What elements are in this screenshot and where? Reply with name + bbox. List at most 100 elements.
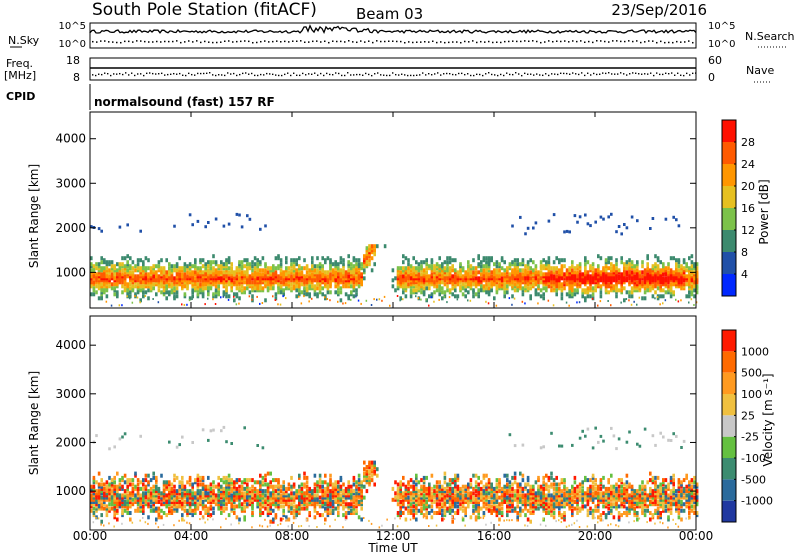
velocity-cell <box>433 484 436 489</box>
velocity-cell <box>147 502 150 507</box>
velocity-cell <box>162 493 166 498</box>
velocity-cell <box>227 478 231 483</box>
velocity-cell <box>396 513 400 518</box>
velocity-cell <box>493 502 496 507</box>
velocity-cell <box>173 497 176 502</box>
velocity-cell <box>407 511 410 515</box>
noise-search-dot <box>644 41 646 43</box>
velocity-cell <box>277 493 280 498</box>
velocity-cell <box>113 480 116 485</box>
noise-search-dot <box>640 41 642 44</box>
velocity-cell <box>152 497 155 502</box>
velocity-cell <box>90 486 93 491</box>
power-cell <box>383 244 387 249</box>
power-cell <box>607 290 610 295</box>
power-cell <box>412 266 415 271</box>
power-cell <box>511 268 514 273</box>
velocity-cell <box>157 489 161 494</box>
velocity-cell <box>451 508 454 513</box>
power-speckle <box>677 300 680 303</box>
noise-search-dot <box>552 40 554 43</box>
velocity-cell <box>181 491 184 496</box>
power-cell <box>623 262 626 267</box>
velocity-cell <box>188 489 192 494</box>
velocity-cell <box>266 471 270 476</box>
velocity-cell <box>454 493 457 498</box>
velocity-cell <box>420 500 423 504</box>
velocity-cell <box>201 493 205 498</box>
power-cell <box>446 288 449 293</box>
velocity-cell <box>415 497 418 502</box>
nave-dot <box>644 73 646 75</box>
velocity-cell <box>422 475 426 480</box>
velocity-cell <box>225 497 228 502</box>
velocity-cell <box>326 504 330 509</box>
nave-dot <box>671 72 673 74</box>
velocity-cell <box>456 500 460 504</box>
velocity-cell <box>300 502 304 507</box>
power-cell <box>534 288 538 293</box>
power-cell <box>324 258 327 263</box>
power-cell <box>222 262 226 267</box>
velocity-cell <box>256 497 259 502</box>
velocity-cell <box>490 486 493 491</box>
colorbar-segment <box>722 208 736 230</box>
velocity-cell <box>316 489 319 494</box>
power-cell <box>500 272 504 277</box>
power-cell <box>425 274 428 279</box>
velocity-cell <box>142 497 145 502</box>
velocity-cell <box>261 497 265 502</box>
power-speckle <box>446 301 448 304</box>
velocity-cell <box>318 473 322 478</box>
velocity-cell <box>350 484 353 489</box>
nave-dot <box>278 74 280 77</box>
power-speckle <box>508 297 511 300</box>
velocity-cell <box>212 493 215 498</box>
velocity-cell <box>256 480 259 485</box>
velocity-cell <box>480 491 483 496</box>
velocity-cell <box>92 506 96 511</box>
velocity-cell <box>337 502 340 507</box>
velocity-cell <box>277 478 280 483</box>
velocity-cell <box>318 484 322 489</box>
velocity-cell <box>116 471 119 476</box>
power-cell <box>152 282 155 287</box>
power-cell <box>246 262 249 267</box>
velocity-cell <box>443 471 447 476</box>
velocity-cell <box>136 497 140 502</box>
nave-right-tick-bottom: 0 <box>708 71 715 84</box>
velocity-cell <box>441 486 444 491</box>
power-cell <box>448 268 452 273</box>
power-cell <box>604 258 608 263</box>
velocity-cell <box>181 506 184 511</box>
nave-dot <box>482 74 484 77</box>
power-cell <box>173 264 176 269</box>
velocity-cell <box>454 489 457 494</box>
velocity-cell <box>360 495 363 500</box>
nave-dot <box>239 73 241 76</box>
velocity-cell <box>428 497 431 502</box>
velocity-cell <box>95 493 98 498</box>
velocity-cell <box>324 502 327 507</box>
velocity-cell <box>295 495 298 500</box>
power-cell <box>690 264 694 269</box>
power-cell <box>688 294 691 299</box>
power-cell <box>134 292 137 297</box>
power-upper-cell <box>173 224 176 228</box>
velocity-cell <box>181 480 184 485</box>
power-cell <box>420 268 423 273</box>
velocity-cell <box>373 469 376 474</box>
velocity-cell <box>194 511 197 515</box>
power-cell <box>207 260 210 265</box>
velocity-speckle <box>266 525 269 528</box>
power-cell <box>233 280 236 285</box>
velocity-cell <box>110 484 114 489</box>
power-speckle <box>654 297 656 300</box>
power-cell <box>539 280 543 285</box>
velocity-cell <box>428 489 431 494</box>
power-cell <box>659 294 662 299</box>
velocity-cell <box>428 486 431 491</box>
velocity-cell <box>155 508 158 513</box>
power-cell <box>537 270 540 275</box>
velocity-cell <box>357 480 361 485</box>
